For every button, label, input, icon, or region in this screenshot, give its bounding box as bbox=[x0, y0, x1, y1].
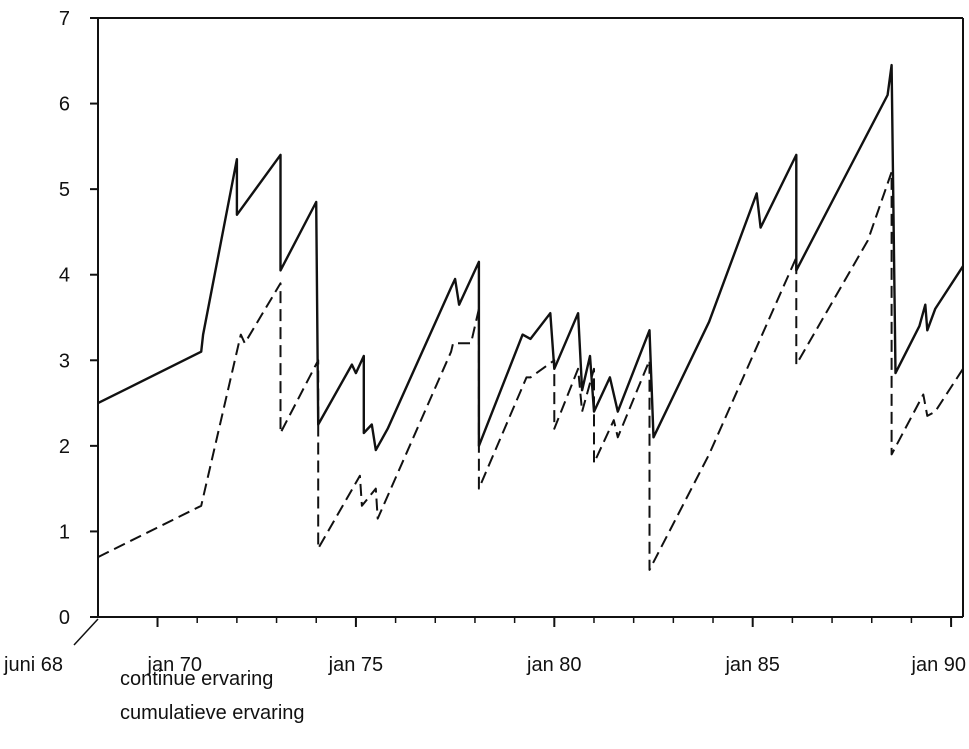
x-tick-label: jan 90 bbox=[911, 654, 967, 676]
series-line-continue bbox=[97, 171, 964, 571]
y-tick-label: 1 bbox=[59, 521, 70, 543]
x-tick-label: jan 85 bbox=[724, 654, 780, 676]
y-tick-label: 4 bbox=[59, 265, 70, 287]
x-tick-label: jan 70 bbox=[147, 654, 203, 676]
y-tick-label: 3 bbox=[59, 350, 70, 372]
y-tick-label: 7 bbox=[59, 8, 70, 30]
x-tick-label: jan 80 bbox=[526, 654, 582, 676]
y-tick-label: 6 bbox=[59, 94, 70, 116]
x-tick-label: juni 68 bbox=[3, 654, 63, 676]
x-tick-leader bbox=[73, 618, 99, 646]
y-tick-label: 5 bbox=[59, 179, 70, 201]
axes bbox=[97, 17, 964, 618]
y-tick-label: 0 bbox=[59, 607, 70, 629]
legend-label-cumulatief: cumulatieve ervaring bbox=[120, 702, 305, 724]
y-tick-label: 2 bbox=[59, 436, 70, 458]
legend-label-continue: continue ervaring bbox=[120, 668, 274, 690]
series-layer bbox=[97, 63, 965, 571]
x-tick-label: jan 75 bbox=[328, 654, 384, 676]
series-line-cumulatief bbox=[97, 63, 965, 452]
tick-layer: 0 1 2 3 4 5 6 7 juni 68 jan 70 jan 75 jan 80 jan 85 j… bbox=[3, 8, 966, 676]
